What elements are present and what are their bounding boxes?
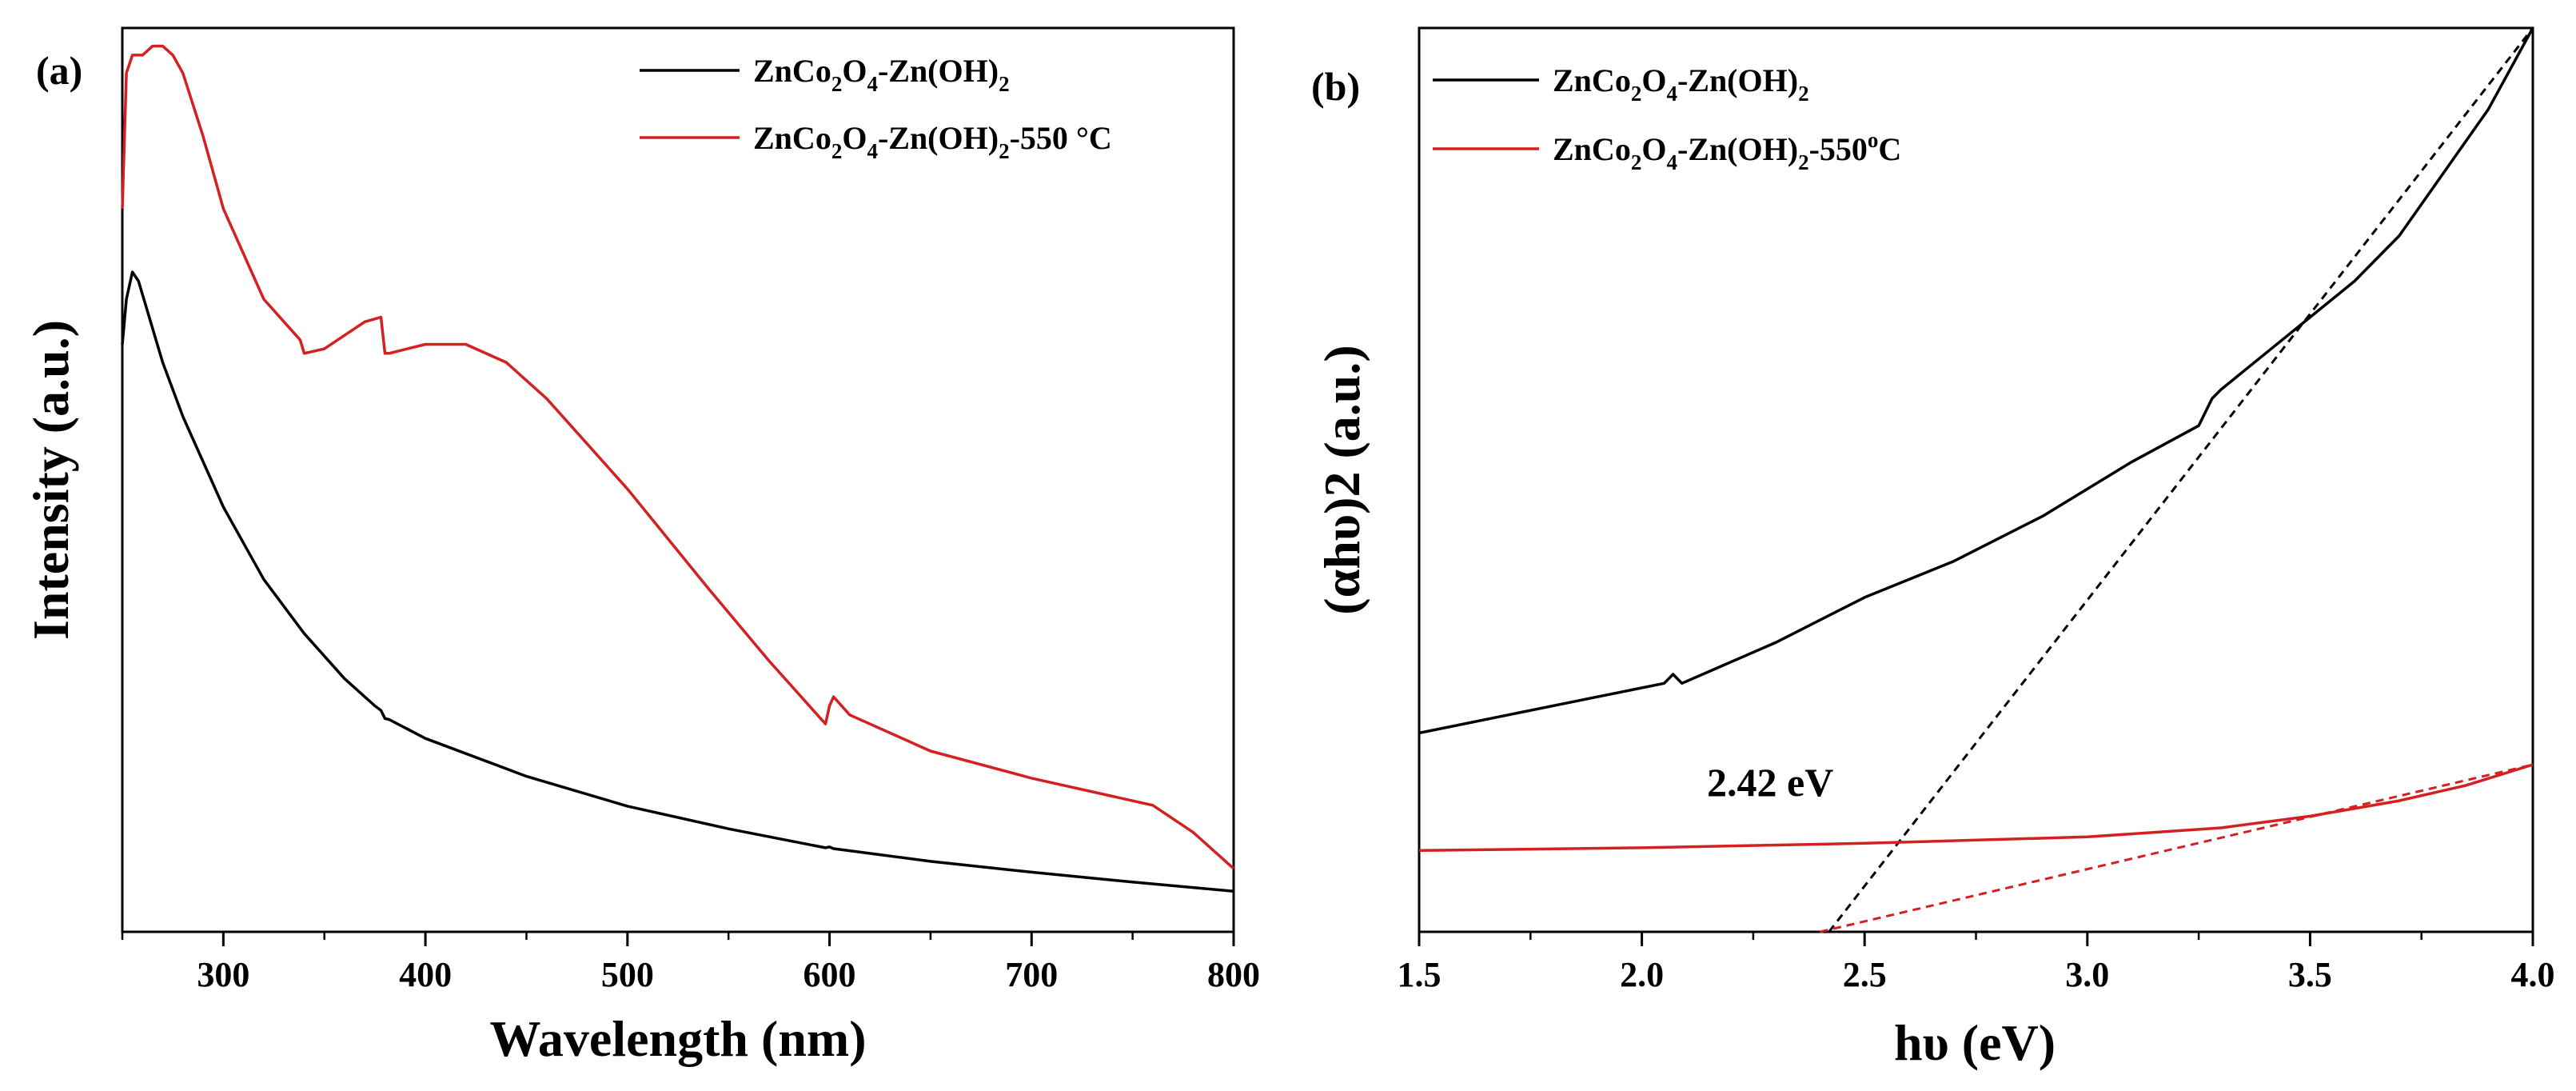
x-axis-ticks-a: 300 400 500 600 700 800 — [121, 932, 1260, 994]
x-axis-title-a: Wavelength (nm) — [489, 1010, 866, 1067]
x-tick-label-a: 400 — [399, 955, 452, 994]
x-tick-label-b: 3.0 — [2065, 955, 2109, 994]
bandgap-annotation: 2.42 eV — [1707, 760, 1833, 805]
panel-label-b: (b) — [1311, 64, 1360, 109]
fit-lines-b — [1820, 27, 2534, 933]
y-axis-title-a: Intensity (a.u.) — [22, 320, 79, 640]
series-line-a-0 — [121, 270, 1234, 893]
x-tick-label-a: 300 — [197, 955, 249, 994]
x-tick-label-b: 2.5 — [1843, 955, 1887, 994]
series-line-a-1 — [121, 44, 1235, 870]
legend-a: ZnCo2O4-Zn(OH)2 ZnCo2O4-Zn(OH)2-550 °C — [640, 53, 1112, 163]
x-tick-label-b: 1.5 — [1398, 955, 1442, 994]
x-axis-title-b: hυ (eV) — [1894, 1014, 2056, 1071]
panel-a: (a) 300 400 500 600 700 800 ZnCo2O4-Zn(OH)2 Z… — [22, 26, 1260, 1067]
x-axis-title-b-text: hυ (eV) — [1894, 1014, 2056, 1071]
series-group-b — [1418, 27, 2534, 853]
x-tick-label-b: 4.0 — [2511, 955, 2555, 994]
plot-frame-a — [121, 26, 1235, 933]
fit-line-tangent-black — [1828, 27, 2534, 933]
y-axis-title-b: (αhυ)2 (a.u.) — [1314, 345, 1370, 614]
x-tick-label-a: 500 — [601, 955, 654, 994]
x-tick-label-b: 3.5 — [2288, 955, 2332, 994]
x-tick-label-b: 2.0 — [1620, 955, 1664, 994]
series-line-b-1 — [1418, 763, 2534, 853]
legend-label-b-1: ZnCo2O4-Zn(OH)2-550oC — [1553, 128, 1901, 174]
series-line-b-0 — [1418, 27, 2534, 735]
panel-b: (b) 1.5 2.0 2.5 3.0 3.5 4.0 ZnCo2O4-Zn(OH)2 Z… — [1311, 26, 2555, 1071]
legend-label-a-1: ZnCo2O4-Zn(OH)2-550 °C — [753, 120, 1112, 163]
x-tick-label-a: 600 — [804, 955, 856, 994]
panel-label-a: (a) — [36, 48, 82, 93]
legend-label-b-0: ZnCo2O4-Zn(OH)2 — [1553, 62, 1809, 106]
legend-label-a-0: ZnCo2O4-Zn(OH)2 — [753, 53, 1010, 96]
legend-b: ZnCo2O4-Zn(OH)2 ZnCo2O4-Zn(OH)2-550oC — [1433, 62, 1901, 174]
x-tick-label-a: 800 — [1207, 955, 1260, 994]
x-tick-label-a: 700 — [1005, 955, 1058, 994]
x-axis-ticks-b: 1.5 2.0 2.5 3.0 3.5 4.0 — [1398, 932, 2555, 994]
series-group-a — [121, 44, 1235, 893]
fit-line-tangent-red — [1820, 763, 2534, 933]
